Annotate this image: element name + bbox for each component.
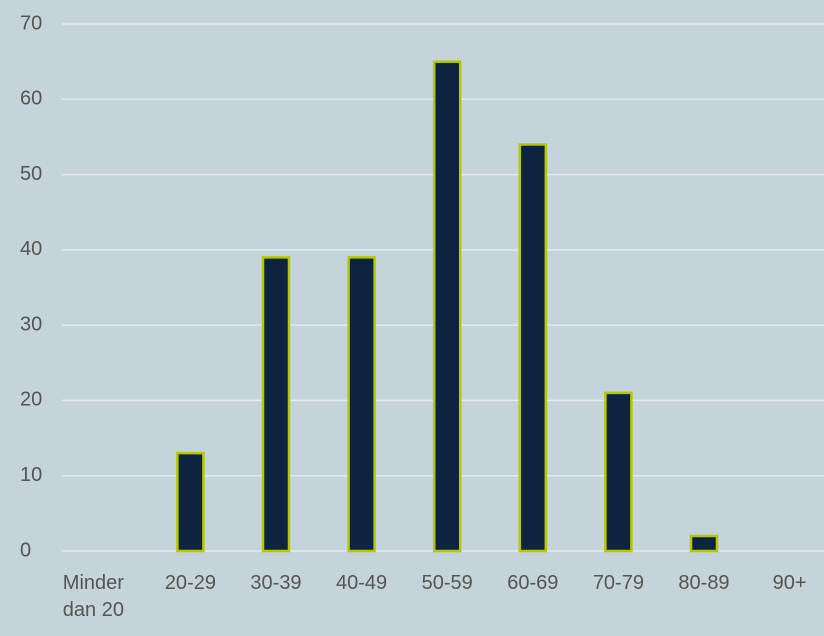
bar [604,391,633,553]
x-tick-label: 50-59 [421,572,473,594]
x-tick-label: 60-69 [507,572,559,594]
bar [347,256,376,553]
y-tick-label: 40 [20,238,42,260]
y-tick-label: 20 [20,389,42,411]
x-tick-label: 30-39 [250,572,302,594]
y-tick-label: 10 [20,464,42,486]
y-tick-label: 60 [20,88,42,110]
bar [689,534,719,553]
y-tick-label: 70 [20,12,42,34]
x-tick-label-box: 20-29 [148,570,234,597]
x-tick-label: 90+ [772,572,807,594]
x-tick-label-box: 70-79 [576,570,662,597]
bar [261,256,291,553]
bar [432,60,462,553]
x-tick-label-box: Minder dan 20 [62,570,148,624]
bar [176,451,205,553]
bar [518,143,548,553]
y-tick-label: 50 [20,163,42,185]
x-tick-label: 40-49 [336,572,388,594]
x-tick-label: Minder dan 20 [62,572,124,621]
x-tick-label-box: 40-49 [319,570,405,597]
x-tick-label-box: 60-69 [490,570,576,597]
x-tick-label-box: 50-59 [404,570,490,597]
x-tick-label: 20-29 [164,572,216,594]
x-tick-label-box: 30-39 [233,570,319,597]
x-tick-label: 80-89 [678,572,730,594]
y-tick-label: 30 [20,313,42,335]
x-tick-label-box: 90+ [747,570,824,597]
x-tick-label-box: 80-89 [661,570,747,597]
y-tick-label: 0 [20,539,31,561]
x-tick-label: 70-79 [592,572,644,594]
